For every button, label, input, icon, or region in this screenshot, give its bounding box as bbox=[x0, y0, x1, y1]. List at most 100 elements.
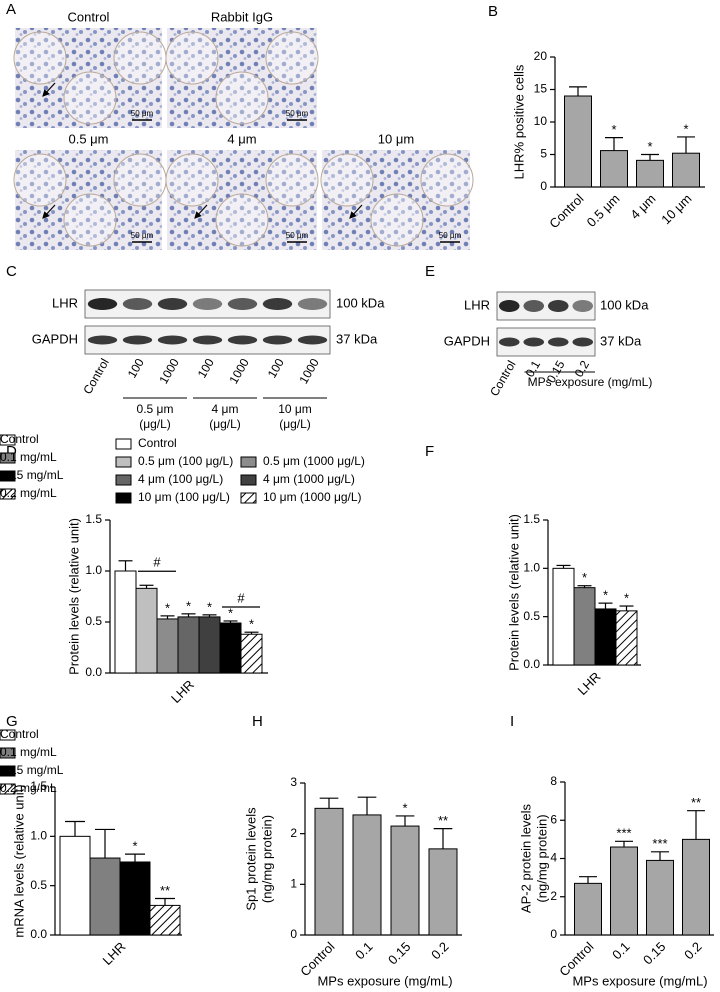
bar bbox=[646, 859, 674, 936]
blot-size: 37 kDa bbox=[336, 331, 378, 346]
x-tick-label: 4 μm bbox=[627, 191, 658, 222]
panel-letter: G bbox=[6, 713, 18, 730]
blot-band bbox=[498, 300, 520, 312]
blot-band bbox=[572, 337, 594, 347]
bar bbox=[615, 610, 638, 666]
bar bbox=[59, 835, 91, 936]
bar bbox=[240, 633, 263, 674]
bar bbox=[574, 882, 602, 936]
y-axis-title: Protein levels (relative unit) bbox=[66, 518, 81, 675]
blot-band bbox=[192, 335, 223, 345]
tubule bbox=[320, 153, 374, 207]
legend-swatch bbox=[240, 456, 257, 468]
group-unit: (μg/L) bbox=[279, 417, 311, 431]
y-tick-label: 0.0 bbox=[85, 665, 102, 679]
x-tick-label: 0.1 bbox=[609, 939, 632, 962]
blot-band bbox=[87, 298, 118, 310]
bar bbox=[198, 616, 221, 674]
y-tick-label: 5 bbox=[540, 147, 547, 161]
x-tick-label: 10 μm bbox=[658, 191, 694, 227]
legend-label: 0.5 μm (1000 μg/L) bbox=[263, 454, 365, 468]
micrograph bbox=[167, 28, 317, 128]
blot-label: GAPDH bbox=[32, 331, 78, 346]
legend-swatch bbox=[0, 452, 16, 464]
significance: * bbox=[582, 570, 587, 585]
y-tick-label: 0.0 bbox=[523, 657, 540, 671]
panel-letter: I bbox=[510, 713, 514, 730]
significance: * bbox=[647, 139, 652, 154]
lane-label: Control bbox=[80, 356, 111, 397]
micrograph bbox=[167, 150, 317, 250]
bar bbox=[119, 861, 151, 936]
legend-label: Control bbox=[0, 727, 39, 741]
tubule bbox=[215, 71, 269, 125]
image-title: 10 μm bbox=[378, 131, 414, 146]
bar bbox=[564, 95, 592, 188]
bar bbox=[390, 825, 420, 936]
y-tick-label: 4 bbox=[550, 851, 557, 865]
legend-swatch bbox=[115, 438, 132, 450]
scale-label: 50 μm bbox=[286, 231, 309, 240]
y-tick-label: 1.5 bbox=[30, 779, 47, 793]
bar bbox=[610, 846, 638, 936]
legend-label: Control bbox=[138, 436, 177, 450]
legend-label: 0.2 mg/mL bbox=[0, 781, 57, 795]
image-title: Rabbit IgG bbox=[211, 9, 273, 24]
scale-label: 50 μm bbox=[131, 109, 154, 118]
significance: ** bbox=[691, 795, 701, 810]
bar bbox=[89, 857, 121, 936]
x-tick-label: LHR bbox=[575, 669, 604, 698]
y-tick-label: 0 bbox=[540, 179, 547, 193]
tubule bbox=[63, 71, 117, 125]
bar bbox=[552, 567, 575, 666]
y-tick-label: 20 bbox=[534, 49, 548, 63]
tubule bbox=[215, 193, 269, 247]
x-tick-label: 0.2 bbox=[681, 939, 704, 962]
group-unit: (μg/L) bbox=[139, 417, 171, 431]
blot-band bbox=[523, 337, 545, 347]
legend-swatch bbox=[0, 434, 16, 446]
arrow bbox=[349, 204, 363, 219]
legend-swatch bbox=[240, 492, 257, 504]
bar bbox=[672, 152, 700, 188]
bar bbox=[177, 616, 200, 674]
significance: * bbox=[207, 599, 212, 614]
blot-band bbox=[547, 337, 569, 347]
tubule bbox=[113, 31, 167, 85]
y-tick-label: 0 bbox=[550, 927, 557, 941]
tubule bbox=[13, 31, 67, 85]
scale-label: 50 μm bbox=[439, 231, 462, 240]
lane-label: 1000 bbox=[296, 356, 322, 386]
scale-label: 50 μm bbox=[286, 109, 309, 118]
significance: * bbox=[603, 588, 608, 603]
arrow bbox=[42, 204, 56, 219]
y-tick-label: 15 bbox=[534, 82, 548, 96]
x-axis-title: MPs exposure (mg/mL) bbox=[572, 973, 707, 988]
legend-swatch bbox=[0, 765, 16, 777]
bar bbox=[636, 159, 664, 188]
significance: * bbox=[165, 600, 170, 615]
y-tick-label: 1.0 bbox=[85, 563, 102, 577]
bar bbox=[594, 608, 617, 666]
tubule bbox=[13, 153, 67, 207]
blot-label: LHR bbox=[52, 295, 78, 310]
lane-label: 1000 bbox=[156, 356, 182, 386]
arrow bbox=[42, 82, 56, 97]
tubule bbox=[113, 153, 167, 207]
lane-label: 100 bbox=[195, 356, 217, 381]
legend-label: Control bbox=[0, 432, 39, 446]
x-tick-label: 0.1 bbox=[352, 939, 375, 962]
y-tick-label: 1.0 bbox=[523, 561, 540, 575]
legend-label: 0.2 mg/mL bbox=[0, 486, 57, 500]
significance: * bbox=[624, 590, 629, 605]
micrograph bbox=[15, 28, 162, 128]
blot-band bbox=[297, 335, 328, 345]
panel-letter: E bbox=[425, 263, 435, 280]
group-name: 4 μm bbox=[212, 402, 239, 416]
legend-label: 4 μm (100 μg/L) bbox=[138, 472, 223, 486]
blot-size: 100 kDa bbox=[336, 295, 385, 310]
legend-swatch bbox=[0, 729, 16, 741]
tubule bbox=[370, 193, 424, 247]
legend-label: 0.5 μm (100 μg/L) bbox=[138, 454, 233, 468]
bar bbox=[352, 814, 382, 936]
